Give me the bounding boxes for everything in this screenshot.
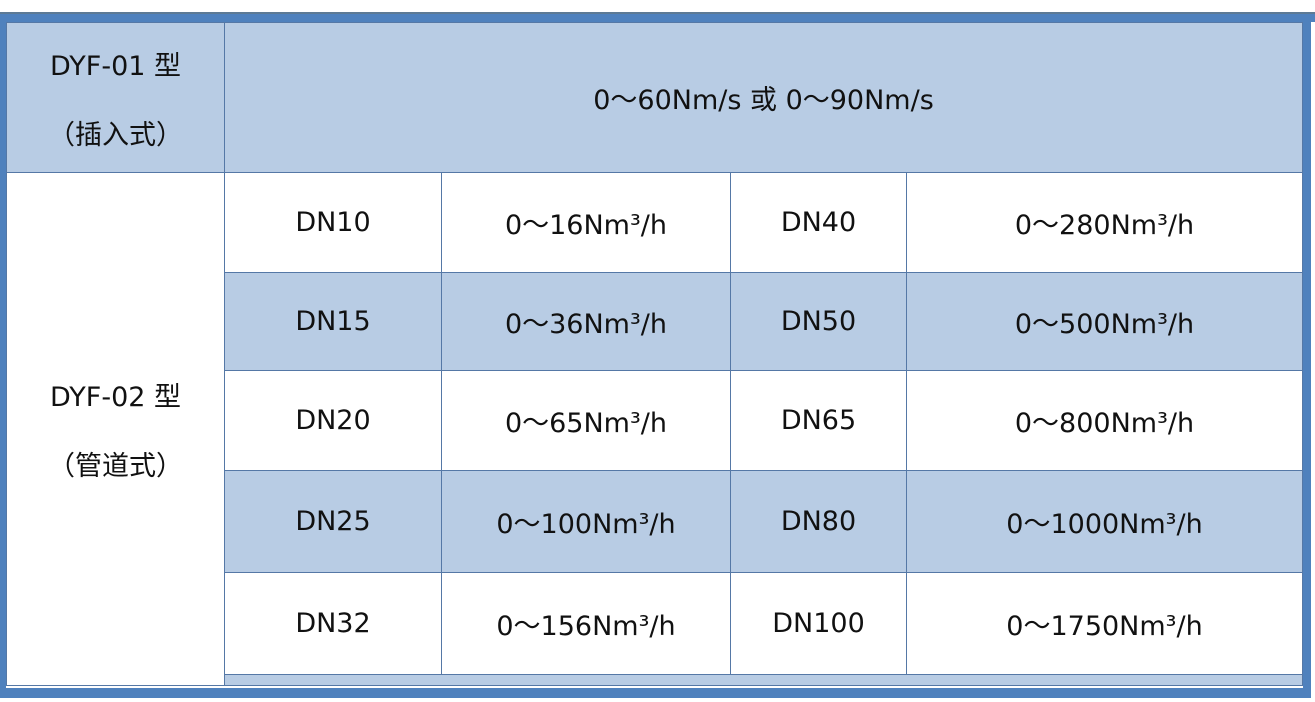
dn-size-cell: DN10 bbox=[224, 172, 442, 273]
dn-size-cell: DN100 bbox=[730, 572, 907, 675]
dn-size: DN20 bbox=[295, 405, 371, 436]
dn-size-cell: DN15 bbox=[224, 272, 442, 371]
dn-size: DN25 bbox=[295, 506, 371, 537]
dn-size-cell: DN80 bbox=[730, 470, 907, 573]
insert-type: （插入式） bbox=[48, 119, 183, 151]
dn-size: DN40 bbox=[780, 207, 857, 238]
dn-size: DN50 bbox=[780, 306, 857, 337]
flow-range-cell: 0～65Nm³/h bbox=[441, 370, 731, 471]
insert-range-cell: 0～60Nm/s 或 0～90Nm/s bbox=[224, 22, 1303, 173]
flow-range: 0～16Nm³/h bbox=[504, 210, 668, 241]
dn-size-cell: DN65 bbox=[730, 370, 907, 471]
frame-top-line bbox=[0, 12, 1315, 14]
frame-right-band bbox=[1303, 14, 1311, 698]
pipe-type: （管道式） bbox=[48, 451, 183, 482]
flow-range: 0～1750Nm³/h bbox=[1006, 611, 1203, 642]
flow-range: 0～1000Nm³/h bbox=[1006, 509, 1203, 540]
flow-range-cell: 0～280Nm³/h bbox=[906, 172, 1303, 273]
flow-range-cell: 0～800Nm³/h bbox=[906, 370, 1303, 471]
frame-bottom-band bbox=[0, 688, 1311, 698]
flow-range-cell: 0～100Nm³/h bbox=[441, 470, 731, 573]
dn-size: DN15 bbox=[295, 306, 371, 337]
flow-range: 0～800Nm³/h bbox=[1014, 408, 1195, 439]
dn-size: DN10 bbox=[295, 207, 371, 238]
flow-range: 0～156Nm³/h bbox=[496, 611, 676, 642]
flow-range-cell: 0～1750Nm³/h bbox=[906, 572, 1303, 675]
pipe-model: DYF-02 型 bbox=[49, 382, 182, 413]
flow-range: 0～280Nm³/h bbox=[1014, 210, 1195, 241]
table-bottom-strip bbox=[224, 674, 1303, 686]
insert-range: 0～60Nm/s 或 0～90Nm/s bbox=[593, 85, 934, 116]
dn-size-cell: DN25 bbox=[224, 470, 442, 573]
flow-range: 0～500Nm³/h bbox=[1014, 309, 1195, 340]
dn-size-cell: DN32 bbox=[224, 572, 442, 675]
dn-size: DN32 bbox=[295, 608, 371, 639]
dn-size: DN80 bbox=[780, 506, 857, 537]
dn-size: DN65 bbox=[780, 405, 857, 436]
flow-range: 0～36Nm³/h bbox=[504, 309, 668, 340]
flow-range-cell: 0～1000Nm³/h bbox=[906, 470, 1303, 573]
flow-range: 0～100Nm³/h bbox=[496, 509, 676, 540]
dn-size-cell: DN20 bbox=[224, 370, 442, 471]
dn-size-cell: DN50 bbox=[730, 272, 907, 371]
frame-left-band bbox=[0, 14, 6, 698]
flow-range-cell: 0～500Nm³/h bbox=[906, 272, 1303, 371]
flow-range-cell: 0～16Nm³/h bbox=[441, 172, 731, 273]
insert-model-cell: DYF-01 型 （插入式） bbox=[6, 22, 225, 173]
dn-size-cell: DN40 bbox=[730, 172, 907, 273]
flow-range-cell: 0～36Nm³/h bbox=[441, 272, 731, 371]
pipe-model-cell: DYF-02 型 （管道式） bbox=[6, 172, 225, 686]
frame-top-band bbox=[0, 14, 1315, 22]
flow-range: 0～65Nm³/h bbox=[504, 408, 668, 439]
dn-size: DN100 bbox=[772, 608, 865, 639]
flow-range-cell: 0～156Nm³/h bbox=[441, 572, 731, 675]
insert-model: DYF-01 型 bbox=[49, 50, 182, 82]
